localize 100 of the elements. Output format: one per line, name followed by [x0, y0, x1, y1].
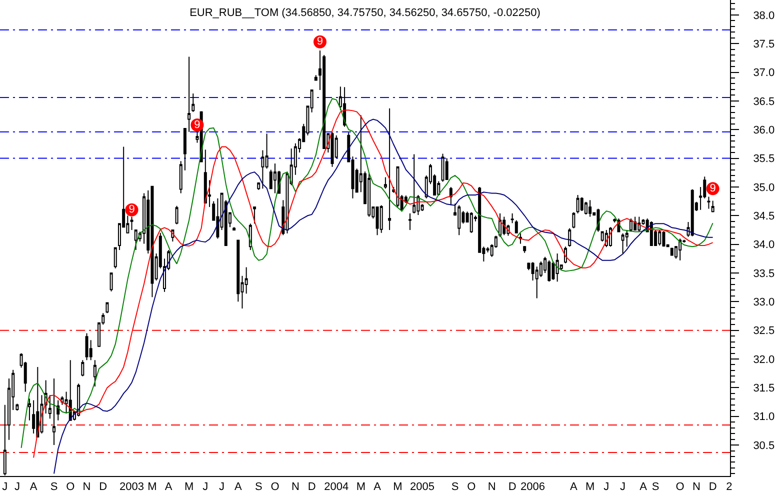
candlestick	[678, 238, 682, 261]
candlestick	[188, 56, 191, 132]
x-tick-label: M	[148, 481, 157, 493]
x-tick-label: J	[202, 481, 208, 493]
x-tick-label: N	[82, 481, 91, 493]
candlestick	[56, 400, 60, 421]
candlestick	[523, 246, 526, 254]
x-tick-label: N	[291, 481, 300, 493]
x-tick-label: A	[30, 481, 38, 493]
candlestick	[388, 108, 392, 230]
y-tick-label: 32.0	[753, 354, 775, 366]
y-tick-label: 30.5	[753, 440, 775, 452]
candlestick	[556, 252, 559, 282]
candlestick	[707, 196, 710, 210]
y-tick-label: 33.5	[753, 268, 775, 280]
candlestick	[588, 200, 592, 218]
candlestick	[106, 302, 109, 314]
y-tick-label: 38.0	[753, 10, 775, 22]
y-tick-label: 31.5	[753, 382, 775, 395]
text: 9	[128, 204, 135, 216]
x-tick-label: S	[254, 481, 262, 493]
candlestick	[204, 149, 207, 204]
y-tick-label: 34.0	[753, 239, 775, 252]
x-tick-label: D	[708, 481, 717, 493]
candlestick	[368, 173, 371, 218]
x-tick-label: A	[570, 481, 578, 493]
series-label: 9	[316, 36, 324, 48]
x-tick-label: J	[2, 481, 8, 493]
x-tick-label: 2	[726, 481, 732, 493]
x-tick-label: J	[14, 481, 20, 493]
candlestick	[232, 226, 236, 232]
x-tick-label: A	[640, 481, 648, 493]
candlestick	[314, 74, 318, 81]
x-tick-label: A	[164, 481, 173, 493]
candlestick	[85, 332, 88, 361]
x-tick-label: O	[676, 481, 685, 493]
candlestick	[662, 230, 666, 248]
x-tick-label: 2003	[120, 481, 144, 493]
candlestick	[408, 212, 412, 230]
candlestick	[16, 403, 19, 412]
candlestick	[114, 247, 117, 269]
x-tick-label: S	[451, 481, 459, 493]
x-tick-label: J	[604, 481, 610, 493]
candlestick	[502, 216, 506, 236]
x-tick-label: 2005	[410, 481, 435, 493]
candlestick	[514, 220, 518, 234]
candlestick	[48, 394, 52, 420]
candlestick	[150, 186, 154, 298]
candlestick	[510, 212, 514, 224]
x-tick-label: A	[374, 481, 382, 493]
candlestick	[192, 92, 195, 112]
x-tick-label: M	[585, 481, 595, 493]
candlestick	[412, 154, 416, 214]
candlestick	[81, 360, 84, 377]
candlestick	[93, 360, 96, 388]
candlestick	[257, 182, 260, 190]
y-tick-label: 34.5	[753, 210, 775, 222]
candlestick	[629, 218, 632, 232]
candlestick	[376, 206, 379, 236]
candlestick	[134, 229, 138, 251]
y-tick-label: 37.0	[753, 67, 775, 80]
candlestick	[183, 128, 186, 171]
candlestick	[458, 204, 461, 236]
x-tick-label: N	[692, 481, 700, 493]
x-tick-label: J	[219, 481, 225, 493]
x-tick-label: N	[488, 481, 496, 493]
candlestick	[584, 201, 588, 215]
candlestick	[273, 162, 276, 194]
y-tick-label: 33.0	[753, 296, 775, 309]
candlestick	[28, 398, 31, 421]
y-tick-label: 32.5	[753, 325, 775, 338]
x-tick-label: 2004	[324, 481, 349, 493]
candlestick	[449, 186, 452, 206]
candlestick	[330, 131, 334, 168]
candlestick	[253, 206, 256, 224]
x-tick-label: S	[50, 481, 58, 493]
y-tick-label: 36.5	[753, 96, 775, 108]
candlestick	[568, 228, 572, 248]
candlestick	[396, 166, 400, 208]
candlestick	[690, 188, 694, 237]
candlestick	[130, 216, 134, 230]
x-tick-label: M	[184, 481, 194, 493]
y-tick-label: 35.5	[753, 153, 775, 166]
x-tick-label: S	[652, 481, 660, 493]
x-tick-label: D	[99, 481, 108, 493]
candlestick	[110, 272, 113, 292]
y-tick-label: 36.0	[753, 124, 775, 136]
candlestick	[441, 153, 444, 182]
candlestick	[711, 200, 714, 213]
candlestick	[179, 160, 182, 194]
candlestick	[445, 158, 448, 180]
x-tick-label: O	[270, 481, 280, 493]
candlestick	[572, 212, 576, 229]
candlestick	[384, 176, 387, 190]
y-tick-label: 35.0	[753, 182, 775, 194]
text: 9	[194, 118, 200, 131]
text: 9	[710, 182, 716, 194]
x-tick-label: O	[66, 481, 76, 493]
x-tick-label: M	[356, 481, 366, 493]
candlestick	[322, 54, 326, 150]
